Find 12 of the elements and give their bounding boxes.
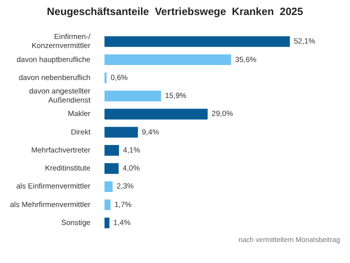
- bar: [104, 72, 107, 84]
- bar: [104, 145, 120, 156]
- bar: [104, 108, 208, 120]
- bar: [104, 218, 110, 228]
- bar: [104, 90, 162, 102]
- bar: [104, 54, 232, 66]
- bar: [104, 126, 138, 138]
- bar: [104, 163, 119, 174]
- bar: [104, 36, 290, 47]
- bar: [104, 181, 113, 192]
- bar: [104, 199, 110, 210]
- chart-title: Neugeschäftsanteile Vertriebswege Kranken 2025: [46, 6, 304, 18]
